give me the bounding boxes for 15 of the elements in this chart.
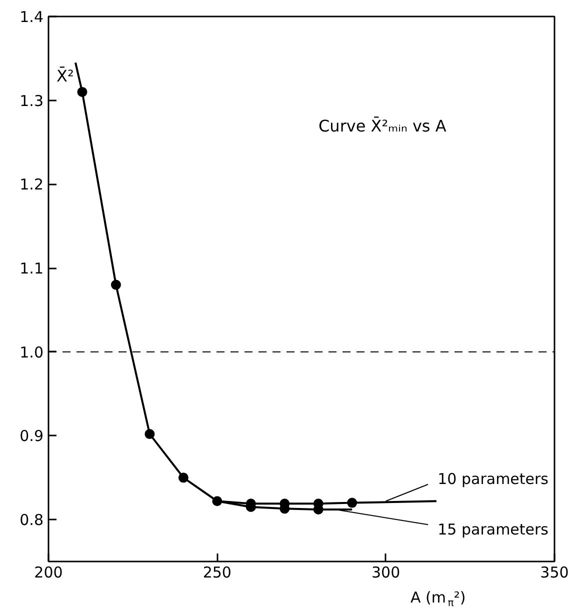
series-label: 10 parameters: [438, 470, 549, 488]
x-tick-label: 200: [34, 564, 63, 582]
y-tick-label: 0.9: [20, 427, 44, 446]
y-tick-label: 1.2: [20, 176, 44, 194]
x-tick-label: 350: [540, 564, 569, 582]
text: Curve X̄²ₘᵢₙ vs A: [318, 116, 446, 136]
y-axis-title: X̄²: [56, 66, 74, 86]
text: 15 parameters: [438, 520, 549, 539]
y-tick-label: 1.1: [20, 260, 44, 278]
y-tick-label: 1.4: [20, 8, 44, 26]
y-tick-label: 0.8: [20, 511, 44, 530]
y-tick-label: 1.3: [20, 92, 44, 110]
y-tick-label: 1.0: [20, 343, 44, 362]
x-tick-label: 250: [202, 564, 232, 582]
x-tick-label: 300: [372, 564, 400, 582]
